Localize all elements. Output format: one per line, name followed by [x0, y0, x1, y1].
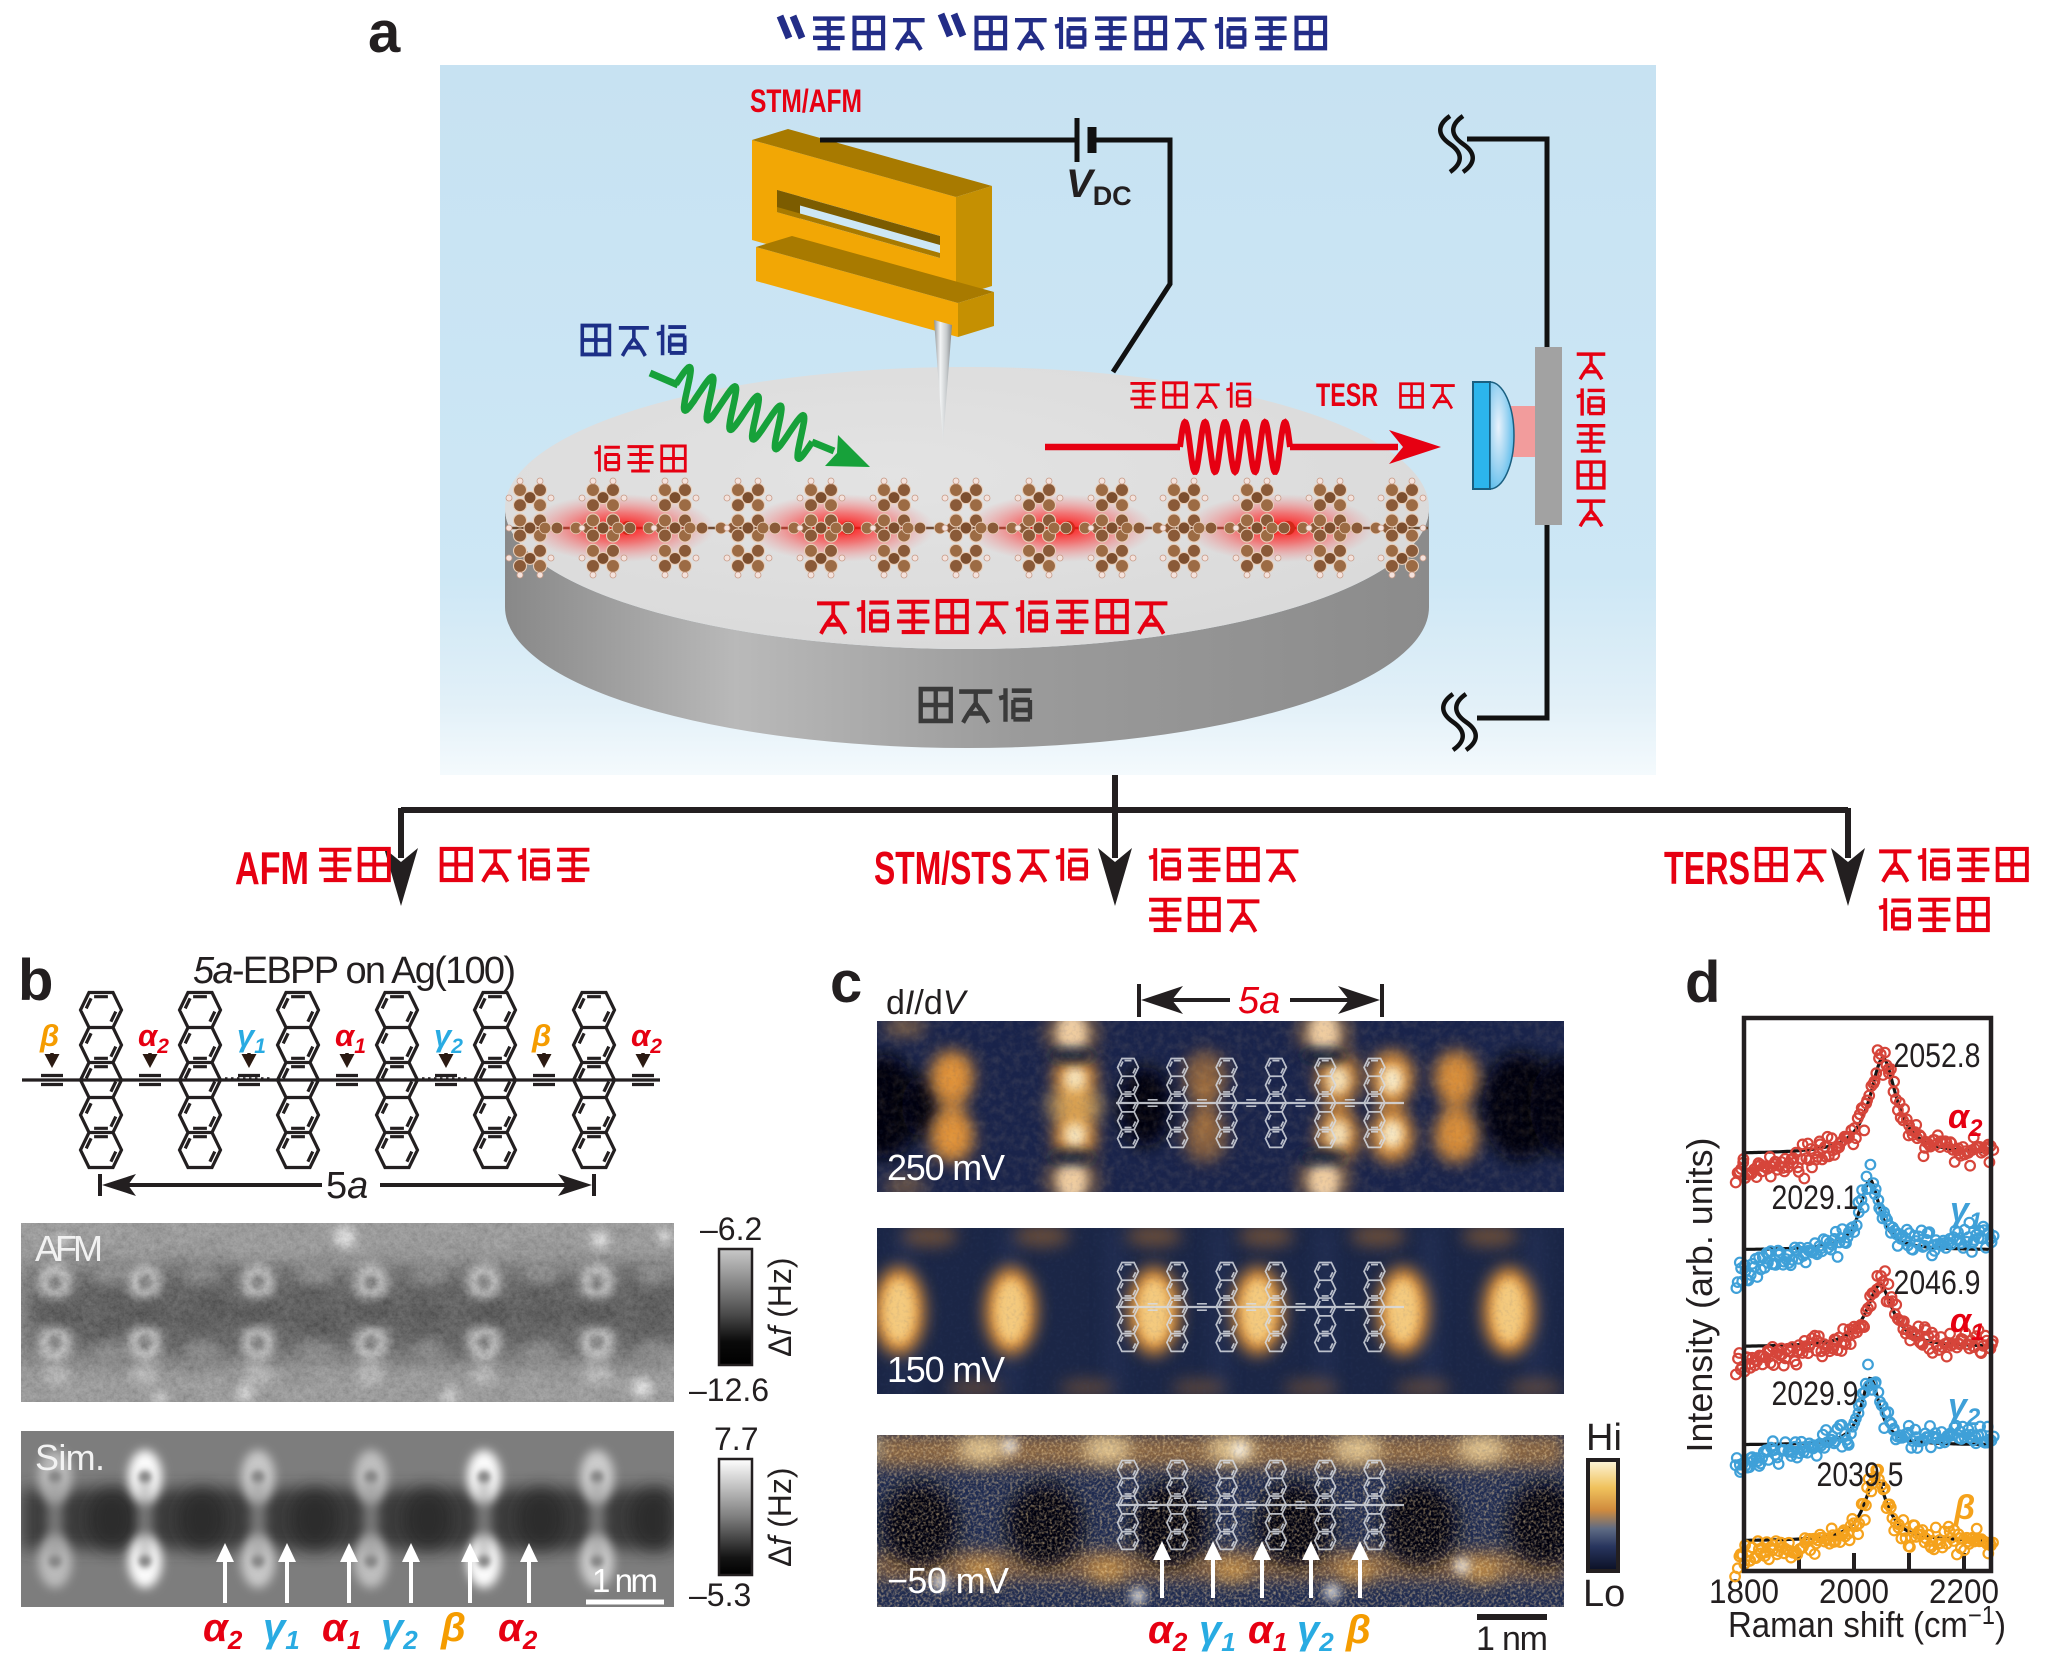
svg-text:b: b [18, 948, 53, 1013]
svg-text:STM/AFM: STM/AFM [750, 83, 862, 119]
svg-text:250 mV: 250 mV [887, 1147, 1005, 1188]
svg-text:AFM: AFM [235, 842, 309, 894]
svg-text:2029.9: 2029.9 [1772, 1375, 1859, 1413]
svg-text:150 mV: 150 mV [887, 1349, 1005, 1390]
svg-text:β: β [1345, 1608, 1371, 1652]
svg-text:TERS: TERS [1664, 842, 1750, 894]
svg-text:dI/dV: dI/dV [886, 984, 969, 1022]
svg-text:2000: 2000 [1819, 1573, 1889, 1611]
svg-text:Δf (Hz): Δf (Hz) [762, 1467, 798, 1567]
svg-text:2046.9: 2046.9 [1894, 1264, 1981, 1302]
svg-text:1 nm: 1 nm [1476, 1620, 1548, 1653]
svg-text:5a: 5a [1238, 980, 1280, 1022]
svg-text:β: β [39, 1018, 59, 1053]
svg-text:β: β [440, 1606, 466, 1650]
svg-text:2052.8: 2052.8 [1894, 1037, 1981, 1075]
svg-text:7.7: 7.7 [714, 1421, 758, 1457]
svg-text:–5.3: –5.3 [689, 1577, 751, 1613]
svg-text:Raman shift (cm−1): Raman shift (cm−1) [1728, 1600, 2006, 1645]
svg-text:Sim.: Sim. [35, 1437, 105, 1478]
svg-text:5a: 5a [326, 1165, 368, 1207]
svg-text:STM/STS: STM/STS [874, 842, 1012, 894]
svg-text:AFM: AFM [35, 1228, 103, 1269]
svg-text:TESR: TESR [1316, 377, 1378, 413]
svg-text:Intensity (arb. units): Intensity (arb. units) [1679, 1138, 1720, 1453]
svg-text:Hi: Hi [1586, 1417, 1622, 1459]
svg-text:β: β [1953, 1489, 1975, 1527]
svg-text:γ2: γ2 [1297, 1608, 1334, 1653]
svg-text:1800: 1800 [1709, 1573, 1779, 1611]
svg-text:−50 mV: −50 mV [887, 1560, 1009, 1601]
svg-text:–12.6: –12.6 [689, 1372, 769, 1408]
svg-text:Lo: Lo [1583, 1573, 1625, 1615]
svg-text:1 nm: 1 nm [592, 1562, 658, 1599]
svg-text:a: a [368, 0, 401, 65]
svg-text:β: β [531, 1018, 551, 1053]
svg-text:5a-EBPP on Ag(100): 5a-EBPP on Ag(100) [193, 950, 516, 992]
svg-text:c: c [830, 950, 862, 1015]
svg-text:2029.1: 2029.1 [1772, 1179, 1859, 1217]
svg-text:2200: 2200 [1929, 1573, 1999, 1611]
svg-text:γ2: γ2 [434, 1018, 463, 1058]
svg-text:d: d [1685, 950, 1720, 1015]
svg-text:2039.5: 2039.5 [1817, 1456, 1904, 1494]
svg-text:Δf (Hz): Δf (Hz) [762, 1257, 798, 1357]
svg-text:–6.2: –6.2 [700, 1211, 762, 1247]
